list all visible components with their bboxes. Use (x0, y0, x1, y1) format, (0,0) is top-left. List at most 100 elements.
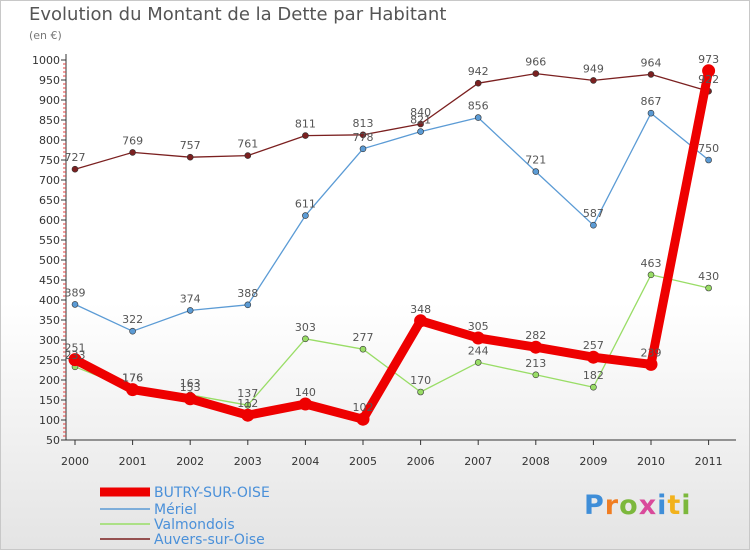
x-tick-label: 2003 (234, 455, 262, 468)
data-label-meriel: 322 (122, 313, 143, 326)
data-label-valmondois: 233 (65, 349, 86, 362)
data-label-meriel: 388 (237, 287, 258, 300)
data-label-valmondois: 430 (698, 270, 719, 283)
data-label-meriel: 856 (468, 100, 489, 113)
data-point-butry-sur-oise (298, 397, 312, 411)
data-point-butry-sur-oise (414, 314, 428, 328)
y-tick-label: 750 (39, 154, 60, 167)
x-tick-label: 2004 (291, 455, 319, 468)
data-point-auvers-sur-oise (129, 149, 136, 156)
data-label-auvers-sur-oise: 949 (583, 62, 604, 75)
legend-label-auvers-sur-oise: Auvers-sur-Oise (154, 532, 265, 548)
data-label-butry-sur-oise: 153 (180, 381, 201, 394)
data-point-meriel (647, 109, 655, 117)
x-tick-label: 2007 (464, 455, 492, 468)
data-point-butry-sur-oise (356, 412, 370, 426)
data-label-auvers-sur-oise: 761 (237, 138, 258, 151)
data-label-meriel: 721 (525, 154, 546, 167)
data-label-meriel: 374 (180, 292, 201, 305)
series-line-valmondois (74, 274, 710, 406)
y-tick-label: 450 (39, 274, 60, 287)
y-tick-label: 100 (39, 414, 60, 427)
data-point-auvers-sur-oise (186, 153, 194, 161)
data-label-butry-sur-oise: 176 (122, 372, 143, 385)
data-label-meriel: 389 (65, 286, 86, 299)
data-label-meriel: 587 (583, 207, 604, 220)
data-point-meriel (244, 301, 252, 309)
data-point-auvers-sur-oise (244, 152, 252, 159)
data-label-meriel: 750 (698, 142, 719, 155)
data-label-butry-sur-oise: 257 (583, 339, 604, 352)
data-label-meriel: 867 (641, 95, 662, 108)
data-label-butry-sur-oise: 112 (237, 397, 258, 410)
data-label-meriel: 611 (295, 198, 316, 211)
logo-letter: o (619, 490, 639, 521)
data-label-valmondois: 163 (180, 377, 201, 390)
data-point-valmondois (417, 388, 424, 396)
data-point-meriel (359, 145, 367, 153)
x-tick-label: 2005 (349, 455, 377, 468)
data-point-auvers-sur-oise (532, 70, 540, 77)
data-point-valmondois (474, 359, 482, 366)
data-label-valmondois: 170 (410, 374, 431, 387)
data-point-butry-sur-oise (529, 340, 543, 354)
data-point-meriel (302, 212, 309, 219)
data-label-valmondois: 303 (295, 321, 316, 334)
data-label-auvers-sur-oise: 942 (468, 65, 489, 78)
series-line-butry-sur-oise (70, 66, 714, 424)
data-point-valmondois (647, 271, 655, 279)
data-point-auvers-sur-oise (417, 120, 424, 128)
data-point-butry-sur-oise (68, 353, 82, 367)
y-tick-label: 900 (39, 94, 60, 107)
y-tick-label: 200 (39, 374, 60, 387)
data-label-butry-sur-oise: 348 (410, 303, 431, 316)
x-tick-label: 2008 (522, 455, 550, 468)
data-point-meriel (705, 156, 712, 164)
data-label-butry-sur-oise: 282 (525, 329, 546, 342)
data-label-butry-sur-oise: 305 (468, 320, 489, 333)
data-label-auvers-sur-oise: 757 (180, 139, 201, 152)
data-label-auvers-sur-oise: 966 (525, 56, 546, 69)
data-label-valmondois: 137 (237, 387, 258, 400)
y-tick-label: 600 (39, 214, 60, 227)
data-label-valmondois: 182 (583, 369, 604, 382)
data-point-butry-sur-oise (126, 383, 140, 397)
data-point-auvers-sur-oise (590, 77, 597, 84)
data-label-valmondois: 213 (525, 357, 546, 370)
data-label-valmondois: 176 (122, 372, 143, 385)
data-point-meriel (186, 307, 194, 314)
data-point-butry-sur-oise (471, 331, 485, 345)
data-point-meriel (71, 301, 79, 308)
y-tick-label: 350 (39, 314, 60, 327)
data-point-valmondois (244, 401, 252, 409)
y-tick-label: 1000 (32, 54, 60, 67)
logo-letter: x (638, 490, 658, 521)
y-tick-label: 550 (39, 234, 60, 247)
data-label-valmondois: 244 (468, 344, 489, 357)
y-tick-label: 800 (39, 134, 60, 147)
data-point-valmondois (359, 345, 367, 353)
data-label-auvers-sur-oise: 840 (410, 106, 431, 119)
data-label-auvers-sur-oise: 964 (641, 56, 662, 69)
y-tick-label: 250 (39, 354, 60, 367)
data-label-auvers-sur-oise: 727 (65, 151, 86, 164)
data-label-auvers-sur-oise: 811 (295, 118, 316, 131)
x-tick-label: 2006 (407, 455, 435, 468)
data-point-auvers-sur-oise (71, 165, 79, 173)
data-label-butry-sur-oise: 102 (353, 401, 374, 414)
logo-letter: r (604, 490, 620, 521)
data-label-valmondois: 277 (353, 331, 374, 344)
data-point-valmondois (302, 335, 309, 343)
data-point-butry-sur-oise (702, 64, 716, 78)
legend-label-butry-sur-oise: BUTRY-SUR-OISE (154, 485, 270, 501)
data-point-auvers-sur-oise (302, 132, 309, 139)
legend-label-meriel: Mériel (154, 502, 197, 518)
x-tick-label: 2011 (695, 455, 723, 468)
series-line-meriel (74, 112, 710, 332)
y-tick-label: 400 (39, 294, 60, 307)
data-label-auvers-sur-oise: 813 (353, 117, 374, 130)
data-point-valmondois (532, 371, 540, 379)
data-point-meriel (532, 168, 540, 175)
y-tick-label: 50 (46, 434, 60, 447)
